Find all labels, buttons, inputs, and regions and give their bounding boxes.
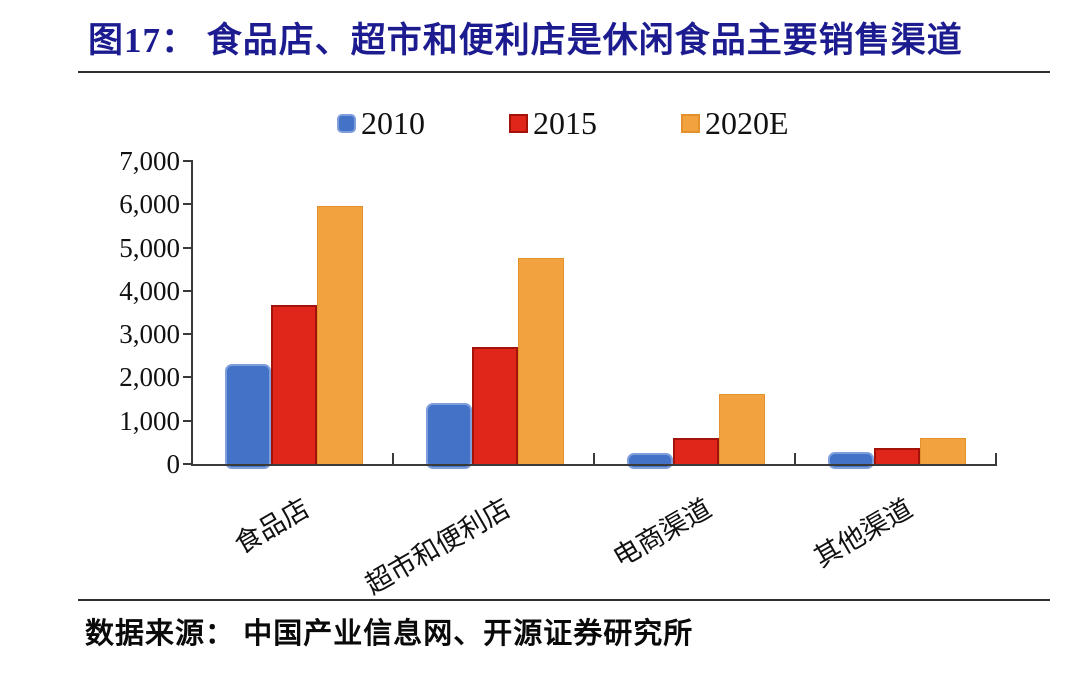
source-divider	[78, 599, 1050, 601]
y-axis-tick-label: 4,000	[119, 275, 180, 306]
legend-swatch-2020e	[681, 113, 700, 133]
bar-2020E-电商渠道	[718, 393, 765, 466]
x-axis-category-label: 其他渠道	[808, 493, 917, 574]
figure-title: 图17： 食品店、超市和便利店是休闲食品主要销售渠道	[88, 21, 963, 60]
bar-2015-超市和便利店	[471, 347, 518, 466]
x-axis-line	[191, 464, 997, 466]
bar-2020E-食品店	[316, 205, 363, 466]
y-axis-tick	[183, 376, 193, 379]
x-axis-tick	[593, 453, 595, 464]
y-axis-tick-label: 5,000	[119, 232, 180, 263]
y-axis-tick-label: 3,000	[119, 319, 180, 350]
y-axis-tick-label: 6,000	[119, 189, 180, 220]
legend-item-2020e: 2020E	[681, 104, 789, 142]
bar-2015-电商渠道	[672, 438, 719, 466]
bar-chart-plot: 0 1,000 2,000 3,000 4,000 5,000 6,000 7,000 食品店超…	[119, 146, 997, 600]
legend-label-2020e: 2020E	[705, 105, 789, 141]
legend-label-2010: 2010	[361, 105, 425, 141]
y-axis-tick-label: 0	[166, 449, 181, 479]
bar-2020E-其他渠道	[919, 438, 966, 466]
y-axis-tick	[183, 289, 193, 292]
y-axis-tick-label: 2,000	[119, 362, 180, 393]
bar-2020E-超市和便利店	[517, 258, 564, 466]
title-divider	[78, 71, 1050, 73]
legend-swatch-2010	[337, 113, 356, 133]
y-axis-line	[191, 161, 193, 466]
legend-swatch-2015	[509, 113, 528, 133]
bar-2010-超市和便利店	[425, 403, 472, 469]
legend-label-2015: 2015	[533, 105, 597, 141]
bar-2015-食品店	[270, 304, 317, 466]
y-axis-tick	[183, 333, 193, 336]
y-axis-tick	[183, 419, 193, 422]
legend-item-2015: 2015	[509, 104, 597, 142]
x-axis-tick	[392, 453, 394, 464]
y-axis-tick-label: 1,000	[119, 405, 180, 436]
x-axis-tick	[794, 453, 796, 464]
y-axis-tick	[183, 463, 193, 465]
bar-2010-食品店	[224, 364, 271, 469]
y-axis-tick	[183, 246, 193, 249]
bar-2010-电商渠道	[626, 452, 673, 469]
y-axis-tick	[183, 203, 193, 206]
bar-2010-其他渠道	[827, 451, 874, 469]
y-axis-tick-label: 7,000	[119, 146, 180, 176]
x-axis-tick	[995, 453, 997, 464]
y-axis-tick	[183, 160, 193, 162]
chart-legend: 2010 2015 2020E	[337, 104, 789, 142]
data-source: 数据来源： 中国产业信息网、开源证券研究所	[85, 618, 694, 650]
legend-item-2010: 2010	[337, 104, 425, 142]
